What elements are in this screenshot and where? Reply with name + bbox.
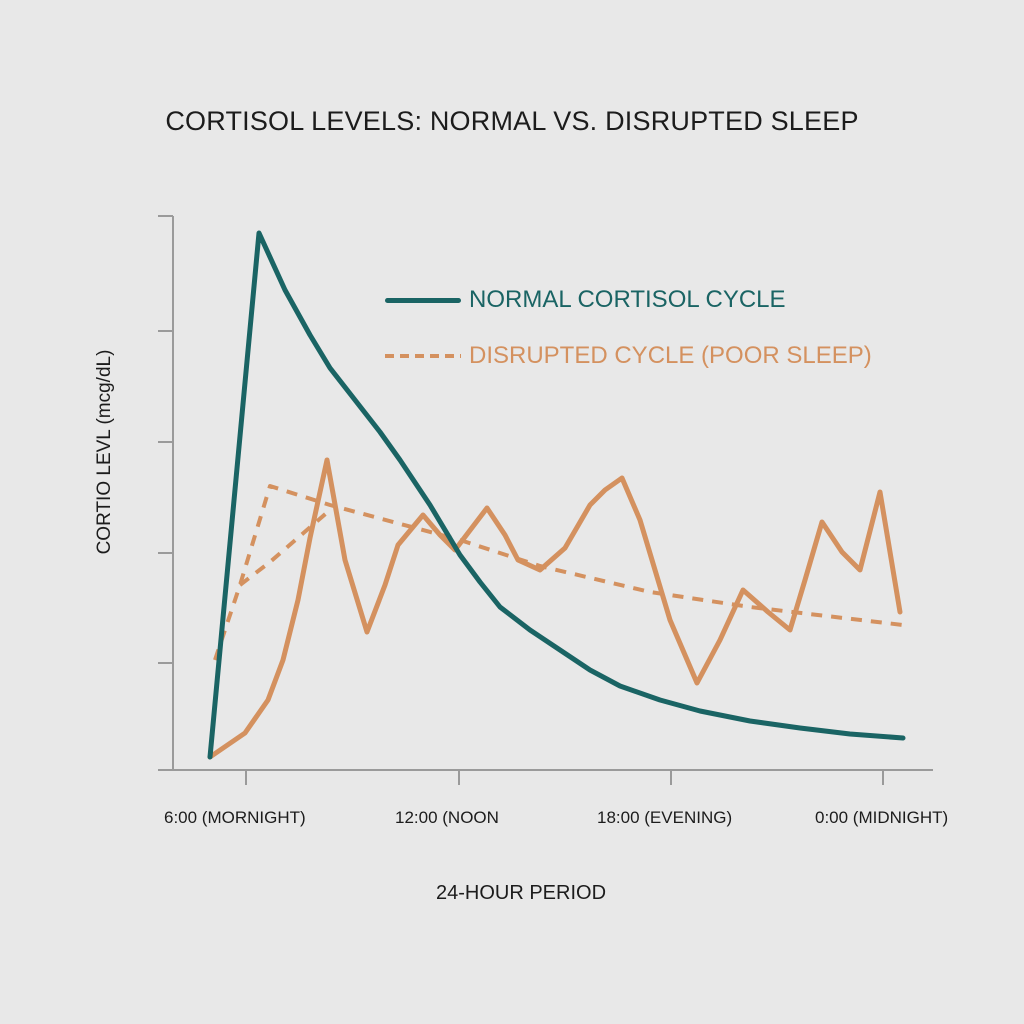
y-axis-label: CORTIO LEVL (mcg/dL) — [94, 349, 115, 555]
y-axis — [158, 215, 174, 771]
x-tick-noon: 12:00 (NOON — [395, 808, 499, 827]
legend-dashed-line-icon — [385, 354, 461, 358]
legend-normal-label: NORMAL CORTISOL CYCLE — [469, 286, 786, 313]
series-normal — [207, 230, 906, 760]
series-disrupted-solid — [207, 457, 903, 760]
x-tick-midnight: 0:00 (MIDNIGHT) — [815, 808, 949, 827]
x-tick-6am: 6:00 (MORNIGHT) — [164, 808, 306, 827]
legend-disrupted: DISRUPTED CYCLE (POOR SLEEP) — [385, 342, 872, 370]
legend-disrupted-label: DISRUPTED CYCLE (POOR SLEEP) — [469, 342, 872, 369]
legend-solid-line-icon — [385, 297, 461, 303]
x-axis-label: 24-HOUR PERIOD — [435, 882, 607, 904]
x-tick-evening: 18:00 (EVENING) — [597, 808, 733, 827]
chart-title: CORTISOL LEVELS: NORMAL VS. DISRUPTED SL… — [165, 106, 859, 136]
x-axis — [158, 769, 933, 785]
legend-normal: NORMAL CORTISOL CYCLE — [385, 286, 786, 314]
